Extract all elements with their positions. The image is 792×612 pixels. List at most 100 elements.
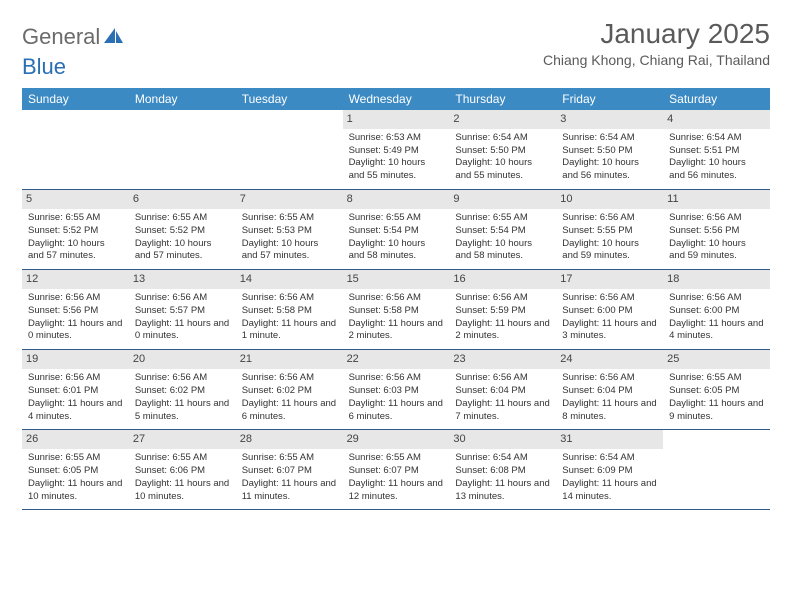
- day-number: 3: [556, 110, 663, 129]
- day-number: 1: [343, 110, 450, 129]
- day-number: 27: [129, 430, 236, 449]
- daylight-text: Daylight: 11 hours and 7 minutes.: [455, 398, 550, 424]
- dow-cell: Saturday: [663, 88, 770, 110]
- sunrise-text: Sunrise: 6:56 AM: [455, 292, 550, 305]
- day-number: 14: [236, 270, 343, 289]
- daylight-text: Daylight: 10 hours and 55 minutes.: [455, 157, 550, 183]
- day-number: [236, 110, 343, 129]
- daylight-text: Daylight: 11 hours and 8 minutes.: [562, 398, 657, 424]
- daylight-text: Daylight: 11 hours and 3 minutes.: [562, 318, 657, 344]
- daylight-text: Daylight: 11 hours and 5 minutes.: [135, 398, 230, 424]
- sunset-text: Sunset: 5:55 PM: [562, 225, 657, 238]
- day-cell: [236, 110, 343, 189]
- daylight-text: Daylight: 11 hours and 11 minutes.: [242, 478, 337, 504]
- sunset-text: Sunset: 6:07 PM: [349, 465, 444, 478]
- daylight-text: Daylight: 10 hours and 57 minutes.: [242, 238, 337, 264]
- day-cell: 24Sunrise: 6:56 AMSunset: 6:04 PMDayligh…: [556, 350, 663, 429]
- day-number: 29: [343, 430, 450, 449]
- day-cell: 12Sunrise: 6:56 AMSunset: 5:56 PMDayligh…: [22, 270, 129, 349]
- sunset-text: Sunset: 6:08 PM: [455, 465, 550, 478]
- day-number: 24: [556, 350, 663, 369]
- sunrise-text: Sunrise: 6:53 AM: [349, 132, 444, 145]
- day-number: 8: [343, 190, 450, 209]
- daylight-text: Daylight: 10 hours and 58 minutes.: [349, 238, 444, 264]
- day-cell: 29 Sunrise: 6:55 AMSunset: 6:07 PMDayligh…: [343, 430, 450, 509]
- sunset-text: Sunset: 6:02 PM: [242, 385, 337, 398]
- daylight-text: Daylight: 10 hours and 55 minutes.: [349, 157, 444, 183]
- sunset-text: Sunset: 5:51 PM: [669, 145, 764, 158]
- daylight-text: Daylight: 11 hours and 0 minutes.: [135, 318, 230, 344]
- daylight-text: Daylight: 10 hours and 56 minutes.: [669, 157, 764, 183]
- sunset-text: Sunset: 5:52 PM: [135, 225, 230, 238]
- day-cell: [129, 110, 236, 189]
- day-cell: 18Sunrise: 6:56 AMSunset: 6:00 PMDayligh…: [663, 270, 770, 349]
- day-cell: 2Sunrise: 6:54 AMSunset: 5:50 PMDaylight…: [449, 110, 556, 189]
- daylight-text: Daylight: 11 hours and 6 minutes.: [349, 398, 444, 424]
- sunrise-text: Sunrise: 6:56 AM: [28, 372, 123, 385]
- sunrise-text: Sunrise: 6:54 AM: [455, 132, 550, 145]
- sunrise-text: Sunrise: 6:55 AM: [455, 212, 550, 225]
- week-row: 5 Sunrise: 6:55 AM Sunset: 5:52 PM Daylight…: [22, 190, 770, 270]
- day-number: 9: [449, 190, 556, 209]
- day-cell: 7Sunrise: 6:55 AMSunset: 5:53 PMDaylight…: [236, 190, 343, 269]
- day-number: 22: [343, 350, 450, 369]
- sunrise-text: Sunrise: 6:54 AM: [562, 132, 657, 145]
- day-number: 10: [556, 190, 663, 209]
- daylight-text: Daylight: 11 hours and 1 minute.: [242, 318, 337, 344]
- sunrise-text: Sunrise: 6:56 AM: [669, 292, 764, 305]
- sunrise-text: Sunrise: 6:56 AM: [349, 292, 444, 305]
- sunrise-text: Sunrise: 6:55 AM: [349, 212, 444, 225]
- daylight-text: Daylight: 11 hours and 12 minutes.: [349, 478, 444, 504]
- day-cell: 25Sunrise: 6:55 AMSunset: 6:05 PMDayligh…: [663, 350, 770, 429]
- dow-cell: Monday: [129, 88, 236, 110]
- sunset-text: Sunset: 6:00 PM: [562, 305, 657, 318]
- week-row: 12Sunrise: 6:56 AMSunset: 5:56 PMDayligh…: [22, 270, 770, 350]
- sunset-text: Sunset: 6:05 PM: [669, 385, 764, 398]
- daylight-text: Daylight: 10 hours and 57 minutes.: [28, 238, 123, 264]
- calendar-page: General January 2025 Chiang Khong, Chian…: [0, 0, 792, 510]
- day-number: 12: [22, 270, 129, 289]
- sunset-text: Sunset: 5:50 PM: [455, 145, 550, 158]
- day-cell: 1Sunrise: 6:53 AMSunset: 5:49 PMDaylight…: [343, 110, 450, 189]
- day-cell: 17Sunrise: 6:56 AMSunset: 6:00 PMDayligh…: [556, 270, 663, 349]
- daylight-text: Daylight: 11 hours and 2 minutes.: [349, 318, 444, 344]
- dow-cell: Thursday: [449, 88, 556, 110]
- dow-cell: Tuesday: [236, 88, 343, 110]
- sunrise-text: Sunrise: 6:54 AM: [669, 132, 764, 145]
- title-block: January 2025 Chiang Khong, Chiang Rai, T…: [543, 18, 770, 68]
- sunrise-text: Sunrise: 6:56 AM: [562, 292, 657, 305]
- sunset-text: Sunset: 5:58 PM: [242, 305, 337, 318]
- sunset-text: Sunset: 5:54 PM: [455, 225, 550, 238]
- daylight-text: Daylight: 11 hours and 10 minutes.: [135, 478, 230, 504]
- sunset-text: Sunset: 5:56 PM: [28, 305, 123, 318]
- sunrise-text: Sunrise: 6:55 AM: [349, 452, 444, 465]
- sunset-text: Sunset: 6:01 PM: [28, 385, 123, 398]
- sunset-text: Sunset: 5:56 PM: [669, 225, 764, 238]
- sunrise-text: Sunrise: 6:55 AM: [135, 452, 230, 465]
- sunset-text: Sunset: 6:07 PM: [242, 465, 337, 478]
- page-subtitle: Chiang Khong, Chiang Rai, Thailand: [543, 52, 770, 68]
- daylight-text: Daylight: 11 hours and 0 minutes.: [28, 318, 123, 344]
- sunrise-text: Sunrise: 6:54 AM: [562, 452, 657, 465]
- day-number: 6: [129, 190, 236, 209]
- sunset-text: Sunset: 5:57 PM: [135, 305, 230, 318]
- daylight-text: Daylight: 11 hours and 13 minutes.: [455, 478, 550, 504]
- day-cell: 21Sunrise: 6:56 AMSunset: 6:02 PMDayligh…: [236, 350, 343, 429]
- day-number: [129, 110, 236, 129]
- daylight-text: Daylight: 11 hours and 14 minutes.: [562, 478, 657, 504]
- dow-cell: Friday: [556, 88, 663, 110]
- sunset-text: Sunset: 5:54 PM: [349, 225, 444, 238]
- sunrise-text: Sunrise: 6:56 AM: [242, 372, 337, 385]
- day-cell: 23Sunrise: 6:56 AMSunset: 6:04 PMDayligh…: [449, 350, 556, 429]
- day-cell: 22Sunrise: 6:56 AMSunset: 6:03 PMDayligh…: [343, 350, 450, 429]
- sunrise-text: Sunrise: 6:56 AM: [242, 292, 337, 305]
- day-number: 5: [22, 190, 129, 209]
- sunset-text: Sunset: 6:09 PM: [562, 465, 657, 478]
- sunrise-text: Sunrise: 6:55 AM: [28, 452, 123, 465]
- day-cell: 16Sunrise: 6:56 AMSunset: 5:59 PMDayligh…: [449, 270, 556, 349]
- daylight-text: Daylight: 10 hours and 56 minutes.: [562, 157, 657, 183]
- sunrise-text: Sunrise: 6:55 AM: [669, 372, 764, 385]
- week-row: 19Sunrise: 6:56 AMSunset: 6:01 PMDayligh…: [22, 350, 770, 430]
- logo-word-2: Blue: [22, 54, 66, 79]
- day-number: 30: [449, 430, 556, 449]
